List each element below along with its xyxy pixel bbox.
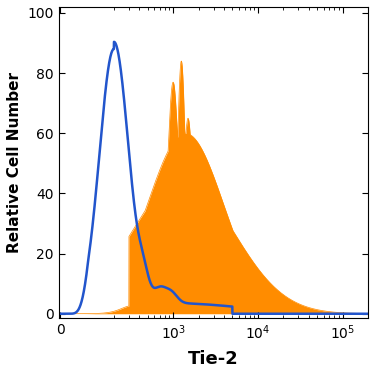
Y-axis label: Relative Cell Number: Relative Cell Number xyxy=(7,72,22,253)
X-axis label: Tie-2: Tie-2 xyxy=(188,350,239,368)
